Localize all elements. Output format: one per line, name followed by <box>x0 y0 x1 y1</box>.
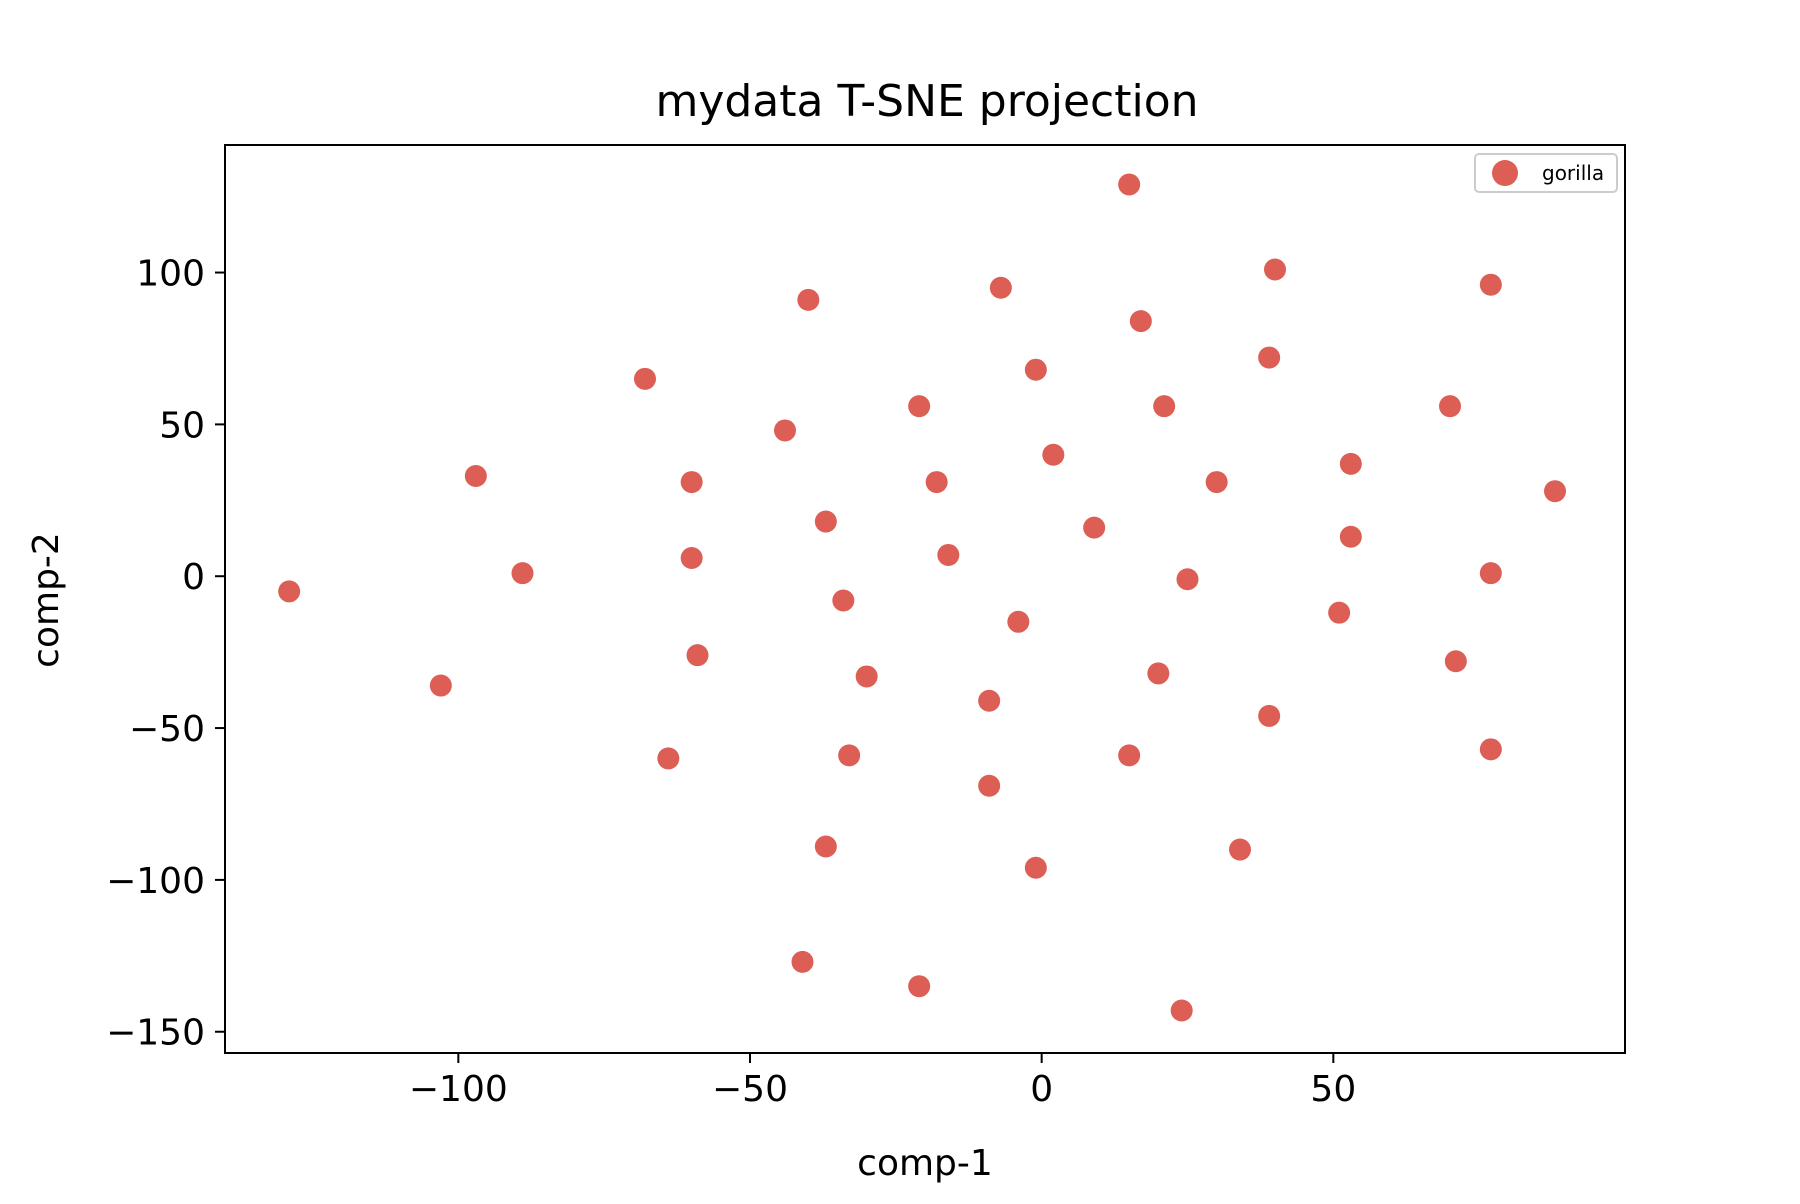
data-point <box>1339 525 1362 548</box>
data-point <box>634 367 656 390</box>
data-point <box>1339 452 1362 475</box>
x-tick-label: 50 <box>1310 1069 1356 1110</box>
plot-area-frame <box>224 144 1626 1054</box>
data-point <box>989 276 1012 299</box>
x-tick-label: −50 <box>712 1069 788 1110</box>
legend-marker <box>1492 160 1518 186</box>
data-point <box>1007 610 1030 633</box>
data-point <box>511 562 534 585</box>
data-point <box>1176 568 1199 591</box>
data-point <box>925 471 948 494</box>
data-point <box>1153 395 1176 418</box>
legend: gorilla <box>1474 153 1618 193</box>
data-point <box>838 744 861 767</box>
chart-title: mydata T-SNE projection <box>655 76 1198 127</box>
data-point <box>1129 310 1152 333</box>
y-tick-label: 100 <box>136 254 205 295</box>
data-point <box>855 665 878 688</box>
data-point <box>908 975 931 998</box>
data-point <box>680 471 703 494</box>
data-point <box>791 950 814 973</box>
legend-label: gorilla <box>1542 161 1604 185</box>
data-points <box>278 173 1566 1022</box>
data-point <box>1083 516 1106 539</box>
data-point <box>774 419 796 442</box>
data-point <box>937 543 960 566</box>
data-point <box>1264 258 1286 281</box>
data-point <box>797 288 820 311</box>
data-point <box>1544 480 1566 503</box>
data-point <box>680 547 703 570</box>
data-point <box>978 689 1001 712</box>
y-axis: −150 −100 −50 0 50 100 <box>106 254 225 1054</box>
data-point <box>908 395 931 418</box>
data-point <box>1170 999 1193 1022</box>
data-point <box>1042 443 1065 466</box>
data-point <box>1118 173 1141 196</box>
data-point <box>814 835 837 858</box>
y-tick-label: 0 <box>182 557 205 598</box>
x-tick-label: 0 <box>1030 1069 1053 1110</box>
x-axis: −100 −50 0 50 <box>409 1053 1356 1110</box>
data-point <box>1439 395 1461 418</box>
y-axis-label: comp-2 <box>26 532 67 668</box>
data-point <box>1479 562 1502 585</box>
data-point <box>429 674 452 697</box>
data-point <box>814 510 837 533</box>
data-point <box>1205 471 1228 494</box>
y-tick-label: −50 <box>129 709 205 750</box>
data-point <box>1024 358 1047 381</box>
data-point <box>464 465 487 488</box>
data-point <box>1118 744 1141 767</box>
data-point <box>657 747 680 770</box>
data-point <box>1444 650 1467 673</box>
data-point <box>1479 273 1502 296</box>
data-point <box>978 774 1001 797</box>
x-axis-label: comp-1 <box>857 1143 993 1184</box>
data-point <box>1024 856 1047 879</box>
y-tick-label: −100 <box>106 861 205 902</box>
data-point <box>686 644 709 667</box>
y-tick-label: 50 <box>159 405 205 446</box>
y-tick-label: −150 <box>106 1013 205 1054</box>
x-tick-label: −100 <box>409 1069 508 1110</box>
data-point <box>1258 346 1281 369</box>
data-point <box>1258 704 1281 727</box>
data-point <box>832 589 855 612</box>
data-point <box>278 580 301 603</box>
data-point <box>1328 601 1351 624</box>
data-point <box>1229 838 1251 861</box>
data-point <box>1479 738 1502 761</box>
data-point <box>1147 662 1170 685</box>
